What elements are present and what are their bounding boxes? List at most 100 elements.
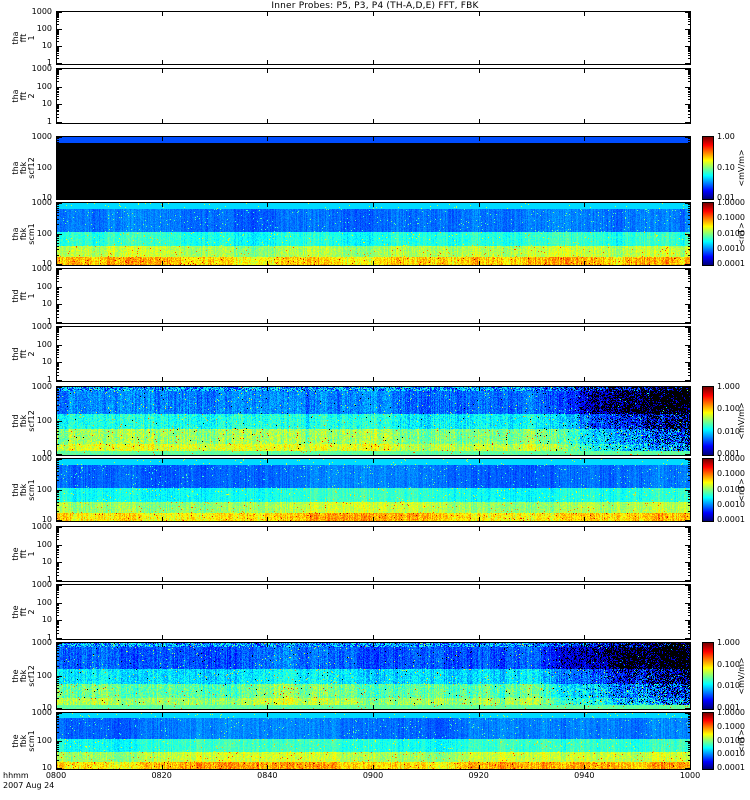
x-tick-mark <box>56 765 57 769</box>
y-minor-tick <box>56 292 59 293</box>
y-tick-label: 1000 <box>31 322 52 331</box>
y-minor-tick <box>688 169 691 170</box>
y-minor-tick <box>688 604 691 605</box>
x-tick-mark <box>584 765 585 769</box>
y-minor-tick <box>688 547 691 548</box>
y-minor-tick <box>688 716 691 717</box>
y-minor-tick <box>56 569 59 570</box>
y-tick-label: 1000 <box>31 64 52 73</box>
y-minor-tick <box>688 405 691 406</box>
y-minor-tick <box>688 288 691 289</box>
y-minor-tick <box>688 615 691 616</box>
y-minor-tick <box>688 47 691 48</box>
y-minor-tick <box>56 215 59 216</box>
y-minor-tick <box>688 180 691 181</box>
x-tick-mark <box>479 527 480 531</box>
y-minor-tick <box>688 683 691 684</box>
y-minor-tick <box>56 588 59 589</box>
x-tick-label: 0820 <box>151 771 172 780</box>
y-minor-tick <box>56 438 59 439</box>
y-minor-tick <box>688 389 691 390</box>
y-minor-tick <box>56 249 59 250</box>
y-minor-tick <box>56 106 59 107</box>
y-minor-tick <box>688 679 691 680</box>
y-minor-tick <box>56 405 59 406</box>
y-minor-tick <box>56 608 59 609</box>
y-minor-tick <box>56 743 59 744</box>
y-minor-tick <box>688 272 691 273</box>
y-minor-tick <box>56 13 59 14</box>
y-minor-tick <box>56 575 59 576</box>
y-tick-mark <box>685 203 691 204</box>
x-tick-mark <box>373 137 374 141</box>
panel-thd-fft-1 <box>56 268 691 324</box>
y-minor-tick <box>56 339 59 340</box>
y-minor-tick <box>56 597 59 598</box>
y-minor-tick <box>56 607 59 608</box>
y-tick-mark <box>56 380 62 381</box>
x-tick-mark <box>267 203 268 207</box>
y-minor-tick <box>688 92 691 93</box>
x-tick-mark <box>584 585 585 589</box>
x-tick-mark <box>162 527 163 531</box>
x-tick-mark <box>267 643 268 647</box>
x-tick-mark <box>56 261 57 265</box>
x-tick-label: 0800 <box>45 771 67 780</box>
x-tick-mark <box>479 69 480 73</box>
y-minor-tick <box>688 572 691 573</box>
y-minor-tick <box>688 105 691 106</box>
y-minor-tick <box>688 410 691 411</box>
y-minor-tick <box>688 172 691 173</box>
y-minor-tick <box>56 464 59 465</box>
y-tick-mark <box>685 387 691 388</box>
y-minor-tick <box>688 438 691 439</box>
y-minor-tick <box>688 400 691 401</box>
y-minor-tick <box>688 255 691 256</box>
x-tick-mark <box>267 119 268 123</box>
y-tick-mark <box>685 12 691 13</box>
y-minor-tick <box>688 531 691 532</box>
y-minor-tick <box>688 91 691 92</box>
y-minor-tick <box>56 189 59 190</box>
y-minor-tick <box>56 698 59 699</box>
y-tick-mark <box>685 122 691 123</box>
y-minor-tick <box>688 603 691 604</box>
colorbar-tick-label: 0.001 <box>717 703 740 712</box>
y-minor-tick <box>56 236 59 237</box>
y-minor-tick <box>688 565 691 566</box>
x-tick-label: 0900 <box>362 771 384 780</box>
colorbar-tick-label: 1.0000 <box>717 454 745 463</box>
y-minor-tick <box>56 17 59 18</box>
y-minor-tick <box>56 749 59 750</box>
y-minor-tick <box>688 688 691 689</box>
x-tick-mark <box>162 69 163 73</box>
x-tick-label: 0940 <box>574 771 595 780</box>
x-tick-mark <box>690 387 691 391</box>
y-minor-tick <box>688 698 691 699</box>
y-minor-tick <box>56 91 59 92</box>
colorbar-tick-label: 0.0010 <box>717 749 745 759</box>
x-tick-mark <box>690 12 691 16</box>
x-tick-mark <box>584 705 585 709</box>
colorbar-tick-label: 1.000 <box>717 638 740 647</box>
x-tick-mark <box>373 203 374 207</box>
y-minor-tick <box>688 364 691 365</box>
y-minor-tick <box>56 549 59 550</box>
panel-label-tha-fft-1: tha fft 1 <box>11 11 36 65</box>
y-minor-tick <box>688 677 691 678</box>
x-tick-mark <box>373 387 374 391</box>
y-minor-tick <box>56 547 59 548</box>
y-minor-tick <box>688 496 691 497</box>
y-minor-tick <box>688 557 691 558</box>
y-minor-tick <box>688 575 691 576</box>
y-minor-tick <box>56 291 59 292</box>
y-minor-tick <box>56 105 59 106</box>
y-minor-tick <box>56 48 59 49</box>
y-minor-tick <box>56 224 59 225</box>
x-tick-mark <box>479 195 480 199</box>
y-minor-tick <box>56 462 59 463</box>
x-tick-mark <box>56 387 57 391</box>
y-tick-label: 1 <box>46 58 52 67</box>
y-minor-tick <box>56 99 59 100</box>
x-tick-mark <box>56 705 57 709</box>
